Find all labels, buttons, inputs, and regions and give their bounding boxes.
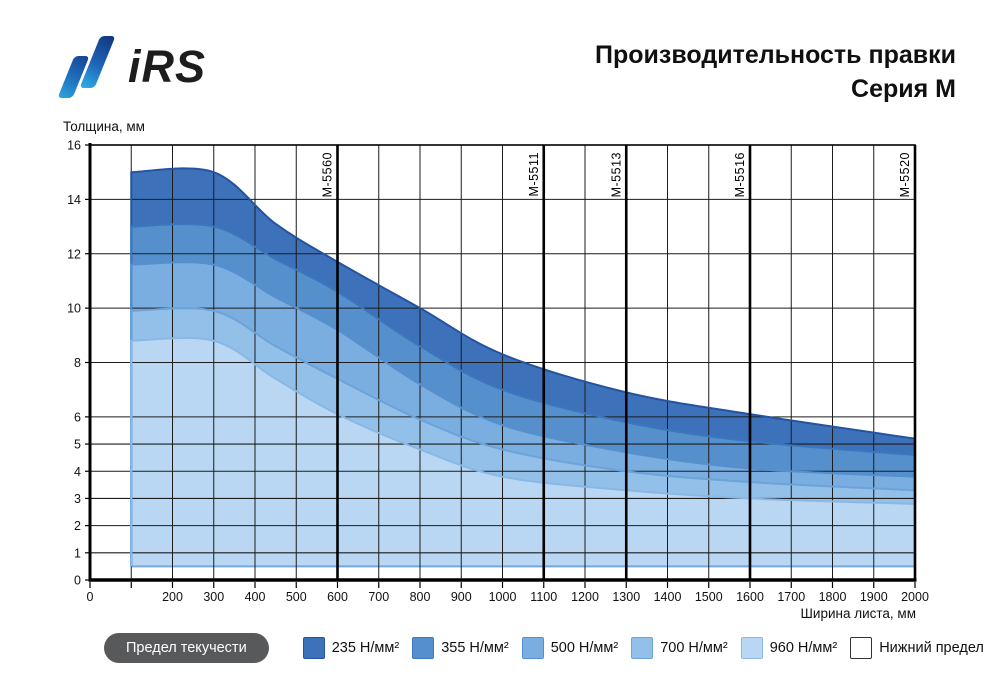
legend-pill: Предел текучести <box>104 633 269 663</box>
x-tick-label: 1900 <box>860 590 888 604</box>
machine-line-label: М-5513 <box>609 152 623 197</box>
legend-item: 355 Н/мм² <box>412 637 509 659</box>
x-tick-label: 1700 <box>777 590 805 604</box>
y-tick-label: 12 <box>67 247 81 261</box>
x-tick-label: 1300 <box>612 590 640 604</box>
legend-swatch-icon <box>740 637 763 659</box>
y-tick-label: 10 <box>67 302 81 316</box>
x-tick-label: 700 <box>368 590 389 604</box>
curve-700 Н/мм² <box>130 307 916 567</box>
machine-line-label: М-5516 <box>733 152 747 197</box>
x-tick-label: 1600 <box>736 590 764 604</box>
legend-item: 960 Н/мм² <box>740 637 838 659</box>
machine-line-label: М-5520 <box>898 152 912 197</box>
curve-355 Н/мм² <box>130 223 916 567</box>
x-tick-label: 1000 <box>489 590 517 604</box>
legend-label: 700 Н/мм² <box>660 640 728 656</box>
y-axis-title: Толщина, мм <box>63 119 145 134</box>
curve-235 Н/мм² <box>130 167 916 567</box>
legend-swatch-icon <box>521 637 544 659</box>
y-tick-label: 4 <box>74 465 81 479</box>
irs-logo-icon <box>57 34 116 100</box>
x-tick-label: 400 <box>245 590 266 604</box>
legend-swatch-icon <box>850 637 873 659</box>
y-tick-label: 6 <box>74 410 81 424</box>
legend-label: 960 Н/мм² <box>769 640 838 656</box>
x-tick-label: 1100 <box>530 590 557 604</box>
y-tick-label: 16 <box>67 139 81 153</box>
page-title: Производительность правки Серия М <box>595 38 956 106</box>
irs-logo: iRS <box>57 34 207 100</box>
machine-line-label: М-5560 <box>321 152 335 197</box>
curve-500 Н/мм² <box>130 261 916 567</box>
legend-label: 355 Н/мм² <box>441 640 509 656</box>
x-tick-label: 1500 <box>695 590 723 604</box>
x-tick-label: 1800 <box>819 590 847 604</box>
legend-item: 700 Н/мм² <box>631 637 728 659</box>
x-tick-label: 600 <box>327 590 348 604</box>
legend-item: 500 Н/мм² <box>521 637 619 659</box>
y-tick-label: 1 <box>74 546 81 560</box>
x-tick-label: 300 <box>203 590 224 604</box>
legend: Предел текучести 235 Н/мм² 355 Н/мм² 500 Н… <box>104 630 984 666</box>
y-tick-label: 8 <box>74 356 81 370</box>
y-tick-label: 0 <box>74 574 81 588</box>
legend-items: 235 Н/мм² 355 Н/мм² 500 Н/мм² 700 Н/мм² 960 … <box>302 637 984 659</box>
y-tick-label: 5 <box>74 438 81 452</box>
x-tick-label: 900 <box>451 590 472 604</box>
legend-label: 500 Н/мм² <box>550 640 619 656</box>
x-tick-label: 1200 <box>571 590 599 604</box>
x-tick-label: 200 <box>162 590 183 604</box>
x-tick-label: 500 <box>286 590 307 604</box>
irs-logo-text: iRS <box>128 41 207 92</box>
curve-960 Н/мм² <box>130 336 916 567</box>
page-title-line2: Серия М <box>851 75 956 103</box>
legend-swatch-icon <box>302 637 325 659</box>
legend-swatch-icon <box>631 637 654 659</box>
x-tick-label: 800 <box>410 590 431 604</box>
x-tick-label: 0 <box>87 590 94 604</box>
y-tick-label: 14 <box>67 193 81 207</box>
y-tick-label: 3 <box>74 492 81 506</box>
page-title-line1: Производительность правки <box>595 41 956 69</box>
y-tick-label: 2 <box>74 519 81 533</box>
x-tick-label: 2000 <box>901 590 929 604</box>
legend-item: 235 Н/мм² <box>302 637 400 659</box>
machine-line-label: М-5511 <box>527 152 541 196</box>
band-960 Н/мм² <box>131 337 915 567</box>
x-tick-label: 1400 <box>654 590 682 604</box>
legend-label: Нижний предел <box>879 640 984 656</box>
x-axis-title: Ширина листа, мм <box>801 606 916 621</box>
legend-item: Нижний предел <box>850 637 984 659</box>
legend-swatch-icon <box>412 637 435 659</box>
legend-label: 235 Н/мм² <box>331 640 400 656</box>
